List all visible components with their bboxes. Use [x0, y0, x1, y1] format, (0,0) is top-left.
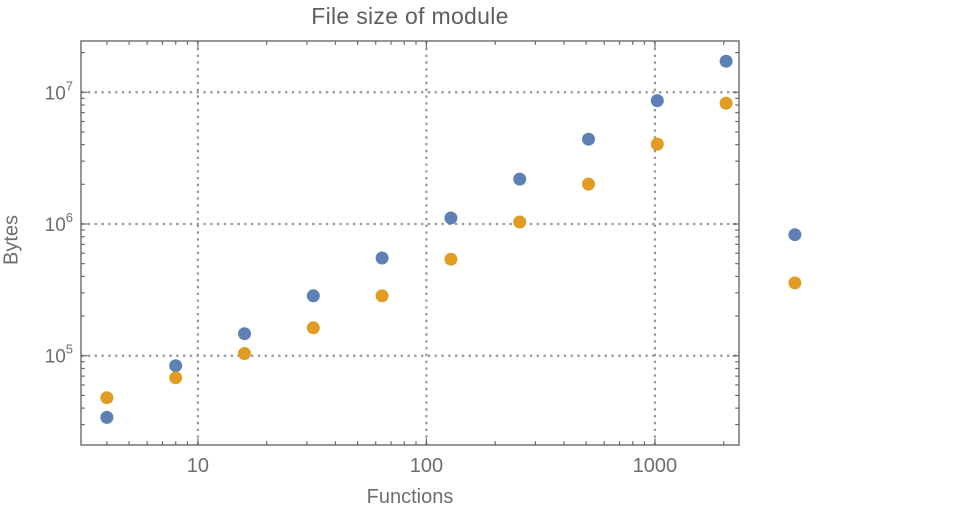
x-tick-label: 10 [187, 455, 209, 477]
data-point-orange [650, 137, 664, 151]
chart-title: File size of module [311, 3, 509, 29]
y-tick-label: 106 [45, 210, 73, 236]
data-point-blue [375, 251, 389, 265]
data-point-blue [650, 94, 664, 108]
data-point-blue [444, 211, 458, 225]
x-tick-label: 1000 [633, 455, 678, 477]
data-point-orange [444, 252, 458, 266]
plot-frame [80, 40, 740, 446]
data-point-blue [238, 327, 251, 341]
x-tick-label: 100 [410, 455, 443, 477]
x-axis-label: Functions [366, 486, 454, 508]
data-point-orange [306, 321, 320, 335]
data-point-orange [100, 391, 114, 405]
data-point-blue [100, 410, 114, 424]
data-point-blue [169, 359, 183, 373]
data-point-blue [788, 228, 802, 242]
data-point-blue [306, 289, 320, 303]
data-point-orange [513, 215, 527, 229]
data-point-orange [169, 371, 183, 385]
data-point-orange [788, 276, 802, 290]
data-point-orange [238, 347, 251, 360]
y-tick-label: 105 [45, 342, 73, 368]
data-point-orange [375, 289, 389, 303]
data-point-orange [719, 96, 733, 110]
data-point-blue [719, 54, 733, 68]
data-point-blue [582, 132, 595, 146]
y-axis-label: Bytes [0, 214, 23, 266]
y-tick-label: 107 [45, 78, 73, 104]
data-point-orange [582, 177, 595, 191]
data-point-blue [513, 172, 527, 186]
